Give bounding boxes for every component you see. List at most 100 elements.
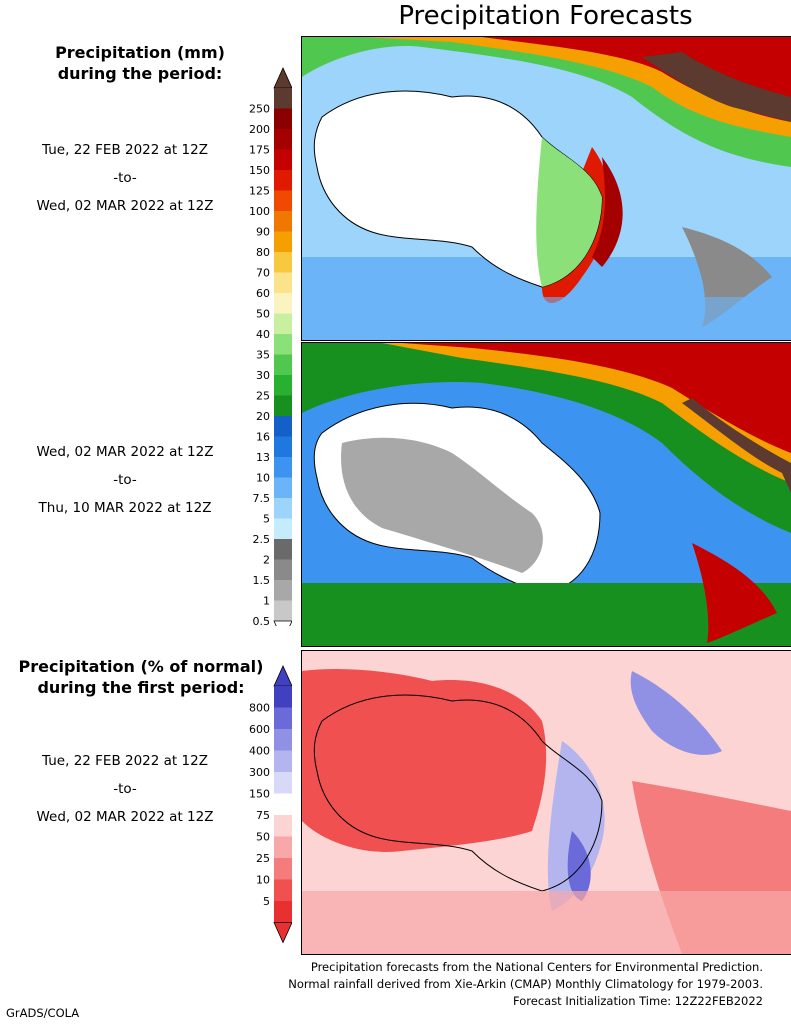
legend-swatch xyxy=(274,879,292,901)
legend-tick-label: 80 xyxy=(256,246,270,259)
period3-text: Tue, 22 FEB 2022 at 12Z -to- Wed, 02 MAR… xyxy=(0,747,250,831)
legend-tick-label: 175 xyxy=(249,144,270,157)
pct-heading-line2: during the first period: xyxy=(37,678,245,697)
legend-tick-label: 30 xyxy=(256,369,270,382)
legend-tick-label: 200 xyxy=(249,123,270,136)
legend-tick-label: 60 xyxy=(256,287,270,300)
legend-swatch xyxy=(274,750,292,772)
period1-end: Wed, 02 MAR 2022 at 12Z xyxy=(36,198,214,214)
footer-line1: Precipitation forecasts from the Nationa… xyxy=(310,960,763,974)
legend-swatch xyxy=(274,211,292,232)
legend-tick-label: 150 xyxy=(249,788,270,801)
pct-normal-map xyxy=(301,650,791,955)
legend-swatch xyxy=(274,793,292,815)
footer-line2: Normal rainfall derived from Xie-Arkin (… xyxy=(288,977,763,991)
legend-tick-label: 16 xyxy=(256,431,270,444)
precip-legend: 250 200 175 150 125 100 90 80 70 60 50 40 35 30 25 20 16… xyxy=(202,66,293,642)
legend-tick-label: 7.5 xyxy=(253,492,271,505)
legend-swatch xyxy=(274,375,292,396)
legend-tick-label: 2 xyxy=(263,554,270,567)
legend-tick-label: 250 xyxy=(249,103,270,116)
legend-swatch xyxy=(274,129,292,150)
legend-swatch xyxy=(274,313,292,334)
legend-swatch xyxy=(274,901,292,923)
legend-swatch xyxy=(274,416,292,437)
period3-to: -to- xyxy=(113,781,137,797)
legend-tick-label: 50 xyxy=(256,831,270,844)
legend-swatch xyxy=(274,707,292,729)
legend-swatch xyxy=(274,457,292,478)
legend-tick-label: 5 xyxy=(263,513,270,526)
legend-top-arrow xyxy=(273,67,293,89)
precip-legend-bar: 2502001751501251009080706050403530252016… xyxy=(249,67,293,642)
legend-tick-label: 40 xyxy=(256,328,270,341)
legend-tick-label: 1 xyxy=(263,595,270,608)
footer: Precipitation forecasts from the Nationa… xyxy=(163,959,763,1010)
legend-tick-label: 10 xyxy=(256,472,270,485)
legend-bottom-arrow xyxy=(273,620,293,642)
precip-map-period1 xyxy=(301,36,791,341)
legend-tick-label: 800 xyxy=(249,702,270,715)
legend-swatch xyxy=(274,539,292,560)
period2-end: Thu, 10 MAR 2022 at 12Z xyxy=(38,500,212,516)
legend-swatch xyxy=(274,477,292,498)
legend-swatch xyxy=(274,858,292,880)
legend-tick-label: 35 xyxy=(256,349,270,362)
legend-tick-label: 20 xyxy=(256,410,270,423)
precip-heading-line1: Precipitation (mm) xyxy=(55,43,225,62)
legend-swatch xyxy=(274,772,292,794)
legend-swatch xyxy=(274,190,292,211)
legend-tick-label: 300 xyxy=(249,766,270,779)
legend-tick-label: 10 xyxy=(256,874,270,887)
legend-tick-label: 50 xyxy=(256,308,270,321)
legend-swatch xyxy=(274,395,292,416)
period2-to: -to- xyxy=(113,472,137,488)
legend-swatch xyxy=(274,580,292,601)
legend-swatch xyxy=(274,231,292,252)
legend-swatch xyxy=(274,518,292,539)
legend-tick-label: 125 xyxy=(249,185,270,198)
legend-swatch xyxy=(274,334,292,355)
legend-tick-label: 2.5 xyxy=(253,533,271,546)
legend-swatch xyxy=(274,729,292,751)
legend-tick-label: 1.5 xyxy=(253,574,271,587)
legend-bottom-arrow xyxy=(273,922,293,944)
credit: GrADS/COLA xyxy=(6,1006,80,1020)
legend-swatch xyxy=(274,815,292,837)
footer-line3: Forecast Initialization Time: 12Z22FEB20… xyxy=(513,994,763,1008)
legend-tick-label: 90 xyxy=(256,226,270,239)
pct-heading: Precipitation (% of normal) during the f… xyxy=(10,656,272,698)
legend-swatch xyxy=(274,88,292,109)
period3-end: Wed, 02 MAR 2022 at 12Z xyxy=(36,809,214,825)
legend-tick-label: 100 xyxy=(249,205,270,218)
legend-swatch xyxy=(274,559,292,580)
legend-swatch xyxy=(274,498,292,519)
legend-swatch xyxy=(274,272,292,293)
pct-heading-line1: Precipitation (% of normal) xyxy=(18,657,264,676)
legend-tick-label: 0.5 xyxy=(253,615,271,626)
legend-tick-label: 150 xyxy=(249,164,270,177)
legend-swatch xyxy=(274,436,292,457)
legend-tick-label: 400 xyxy=(249,745,270,758)
legend-swatch xyxy=(274,293,292,314)
period3-start: Tue, 22 FEB 2022 at 12Z xyxy=(42,753,208,769)
legend-tick-label: 25 xyxy=(256,852,270,865)
page-title: Precipitation Forecasts xyxy=(398,1,693,31)
legend-swatch xyxy=(274,108,292,129)
legend-swatch xyxy=(274,170,292,191)
pct-legend-bar: 800 600 400 300 150 75 50 25 10 5 xyxy=(249,665,293,944)
period2-start: Wed, 02 MAR 2022 at 12Z xyxy=(36,444,214,460)
legend-tick-label: 75 xyxy=(256,809,270,822)
legend-tick-label: 5 xyxy=(263,895,270,908)
legend-swatch xyxy=(274,686,292,708)
legend-tick-label: 25 xyxy=(256,390,270,403)
legend-swatch xyxy=(274,600,292,621)
precip-heading: Precipitation (mm) during the period: xyxy=(10,42,270,84)
pct-legend: 800 600 400 300 150 75 50 25 10 5 xyxy=(202,664,293,944)
legend-swatch xyxy=(274,836,292,858)
legend-tick-label: 600 xyxy=(249,723,270,736)
legend-tick-label: 13 xyxy=(256,451,270,464)
legend-swatch xyxy=(274,354,292,375)
legend-swatch xyxy=(274,149,292,170)
precip-map-period2 xyxy=(301,342,791,647)
